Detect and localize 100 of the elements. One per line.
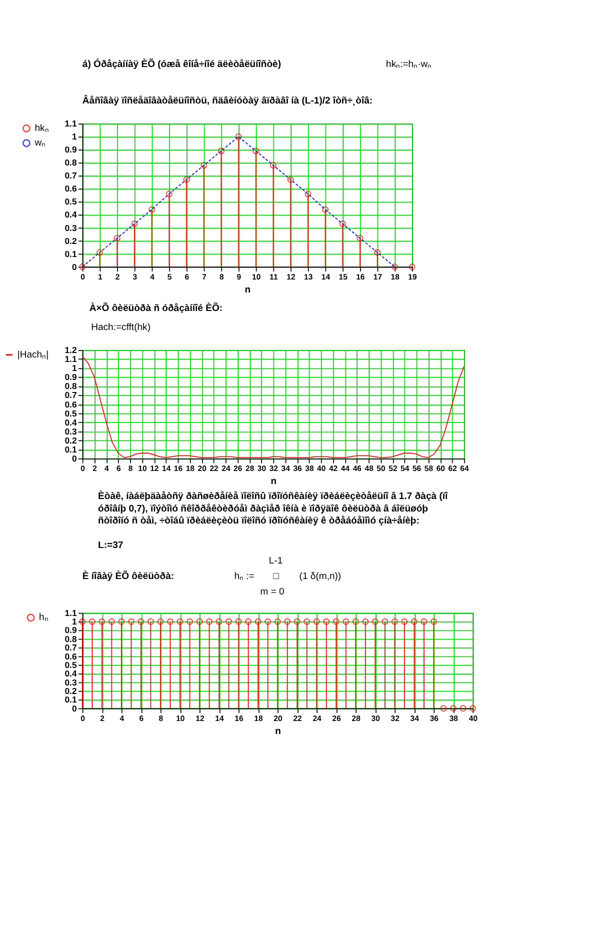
x-axis-title: n: [275, 726, 282, 737]
x-tick-label: 34: [281, 464, 291, 474]
text: Èòàê, íàáëþäàåòñÿ ðàñøèðåíèå ïîëîñû ïðîïóñêàíèÿ ïðèáëèçèòåëüíî â 1.7 ðàçà (ïî: [98, 490, 450, 502]
x-tick-label: 16: [174, 464, 184, 474]
text: □: [273, 571, 280, 582]
x-tick-label: 16: [234, 714, 244, 723]
x-tick-label: 14: [162, 464, 172, 474]
y-tick-label: 0.6: [64, 651, 77, 662]
x-tick-label: 9: [236, 272, 242, 282]
y-tick-label: 0.2: [64, 686, 77, 696]
x-tick-label: 5: [167, 272, 172, 282]
y-tick-label: 0: [72, 453, 77, 464]
x-tick-label: 10: [176, 714, 186, 723]
text: È íîâàÿ ÈÕ ôèëüòðà:: [82, 570, 174, 582]
x-tick-label: 26: [332, 714, 342, 723]
text: hkₙ:=hₙ·wₙ: [386, 59, 432, 70]
y-tick-label: 0.6: [64, 399, 77, 410]
y-tick-label: 0.1: [64, 248, 77, 259]
x-tick-label: 24: [222, 464, 231, 474]
x-tick-label: 0: [80, 272, 86, 282]
x-tick-label: 13: [304, 272, 314, 282]
x-tick-label: 11: [270, 272, 278, 282]
x-axis-title: n: [270, 476, 277, 488]
chart-title: À×Õ ôèëüòðà ñ óðåçàííîé ÈÕ:: [89, 302, 223, 314]
legend-label: hkₙ: [34, 122, 49, 134]
chart-subtitle: Âåñîâàÿ ïîñëåäîâàòåëüíîñòü, ñäâèíóòàÿ âïðàâî íà (L-1)/2 îòñ÷¸òîâ:: [82, 94, 373, 107]
x-tick-label: 17: [373, 272, 382, 282]
y-tick-label: 0.4: [64, 668, 77, 679]
x-tick-label: 28: [352, 714, 362, 723]
x-tick-label: 24: [312, 714, 322, 723]
x-tick-label: 18: [186, 464, 196, 474]
y-tick-label: 1: [72, 363, 77, 374]
x-tick-label: 6: [116, 464, 122, 474]
x-tick-label: 62: [448, 464, 458, 474]
y-tick-label: 0.7: [64, 170, 77, 181]
y-tick-label: 0.9: [64, 625, 77, 636]
x-tick-label: 46: [352, 464, 362, 474]
x-tick-label: 52: [388, 464, 398, 474]
x-tick-label: 50: [376, 464, 386, 474]
y-tick-label: 0.8: [64, 634, 77, 644]
x-tick-label: 64: [460, 464, 470, 474]
text: m = 0: [260, 586, 284, 598]
legend-label: wₙ: [34, 138, 46, 149]
x-tick-label: 58: [424, 464, 434, 474]
x-tick-label: 38: [305, 464, 314, 474]
x-tick-label: 40: [317, 464, 326, 474]
y-tick-label: 0.5: [64, 660, 77, 670]
x-tick-label: 60: [436, 464, 446, 474]
x-tick-label: 28: [245, 464, 255, 474]
x-tick-label: 4: [150, 272, 156, 282]
point: [391, 263, 398, 270]
text: óðîâíþ 0,7), ïîýòîìó ñêîððåêòèðóåì ðàçìåð îêíà è ïîðÿäîê ôèëüòðà â áîëüøóþ: [98, 503, 428, 514]
text: (1 δ(m,n)): [299, 571, 342, 582]
x-tick-label: 36: [293, 464, 303, 474]
x-tick-label: 10: [252, 272, 262, 282]
y-tick-label: 1.1: [64, 118, 77, 129]
text: hₙ :=: [234, 571, 255, 582]
x-tick-label: 30: [257, 464, 267, 474]
y-tick-label: 0.8: [64, 381, 77, 392]
x-tick-label: 36: [430, 714, 440, 723]
y-tick-label: 0.5: [64, 408, 77, 418]
y-tick-label: 1.2: [64, 345, 77, 356]
y-tick-label: 0.4: [64, 417, 77, 428]
x-tick-label: 14: [215, 714, 224, 723]
x-tick-label: 2: [100, 714, 106, 723]
x-tick-label: 40: [468, 714, 478, 723]
y-tick-label: 0.3: [64, 426, 77, 436]
x-tick-label: 44: [340, 464, 350, 474]
x-tick-label: 18: [390, 272, 400, 282]
y-tick-label: 0.9: [64, 144, 77, 155]
y-tick-label: 0.2: [64, 236, 77, 246]
x-tick-label: 18: [254, 714, 264, 723]
y-tick-label: 0.6: [64, 184, 77, 194]
legend-label: hₙ: [39, 612, 48, 624]
x-tick-label: 38: [449, 714, 459, 723]
x-tick-label: 16: [356, 272, 366, 282]
x-tick-label: 12: [196, 714, 205, 723]
x-tick-label: 8: [219, 272, 224, 282]
chart-subtitle: Hach:=cfft(hk): [91, 322, 151, 334]
x-tick-label: 20: [274, 714, 284, 723]
text: L-1: [268, 555, 283, 566]
x-tick-label: 3: [132, 272, 138, 282]
x-tick-label: 20: [198, 464, 208, 474]
x-tick-label: 6: [139, 714, 144, 723]
chart-title: á) Óðåçàííàÿ ÈÕ (óæå êîíå÷íîé äëèòåëüíîñòè): [82, 58, 281, 70]
x-tick-label: 2: [92, 464, 98, 474]
x-tick-label: 7: [202, 272, 206, 282]
y-tick-label: 0: [72, 703, 77, 714]
y-tick-label: 1.1: [64, 354, 77, 364]
x-tick-label: 4: [104, 464, 110, 474]
x-tick-label: 0: [80, 714, 86, 723]
x-tick-label: 32: [390, 714, 400, 723]
x-tick-label: 54: [400, 464, 410, 474]
x-tick-label: 42: [328, 464, 338, 474]
y-tick-label: 0.7: [64, 642, 77, 653]
x-tick-label: 30: [371, 714, 381, 723]
y-tick-label: 0.9: [64, 372, 77, 382]
y-tick-label: 0.4: [64, 210, 77, 220]
x-tick-label: 56: [412, 464, 422, 474]
x-tick-label: 32: [269, 464, 279, 474]
